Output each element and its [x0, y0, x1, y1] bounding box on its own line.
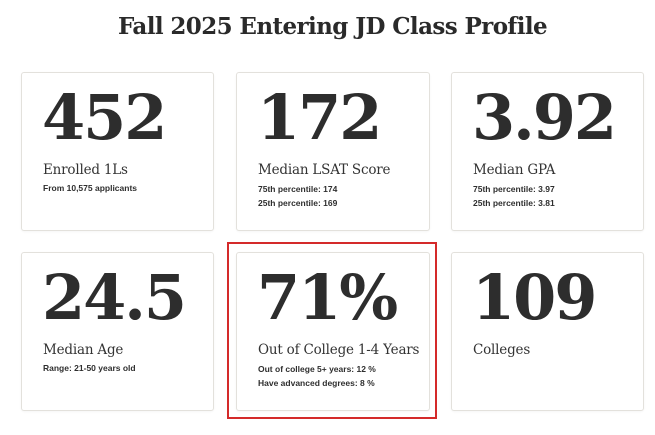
stat-card-out-of-college: 71% Out of College 1-4 Years Out of coll… [236, 252, 430, 411]
stat-detail: 25th percentile: 169 [258, 198, 338, 208]
stat-card-enrolled: 452 Enrolled 1Ls From 10,575 applicants [21, 72, 214, 231]
stat-detail: From 10,575 applicants [43, 183, 138, 193]
stat-card-colleges: 109 Colleges [451, 252, 644, 411]
stat-detail: Out of college 5+ years: 12 % [258, 364, 376, 374]
stat-value: 172 [257, 81, 382, 154]
stat-detail: 75th percentile: 3.97 [473, 184, 555, 194]
stat-value: 109 [472, 261, 597, 334]
stat-value: 452 [42, 81, 167, 154]
stat-value: 71% [257, 261, 398, 334]
page-title: Fall 2025 Entering JD Class Profile [117, 13, 548, 40]
stat-value: 3.92 [472, 81, 617, 154]
stat-detail: Range: 21-50 years old [43, 363, 136, 373]
stat-detail: Have advanced degrees: 8 % [258, 378, 375, 388]
stat-label: Median LSAT Score [258, 162, 391, 178]
stat-card-gpa: 3.92 Median GPA 75th percentile: 3.97 25… [451, 72, 644, 231]
stat-detail: 25th percentile: 3.81 [473, 198, 555, 208]
stat-card-lsat: 172 Median LSAT Score 75th percentile: 1… [236, 72, 430, 231]
stat-label: Median GPA [473, 162, 556, 178]
stat-detail: 75th percentile: 174 [258, 184, 338, 194]
stat-card-age: 24.5 Median Age Range: 21-50 years old [21, 252, 214, 411]
stat-label: Colleges [473, 342, 531, 358]
stat-value: 24.5 [42, 261, 187, 334]
stat-label: Enrolled 1Ls [43, 162, 128, 178]
stat-label: Out of College 1-4 Years [258, 342, 420, 358]
stat-label: Median Age [43, 342, 124, 358]
